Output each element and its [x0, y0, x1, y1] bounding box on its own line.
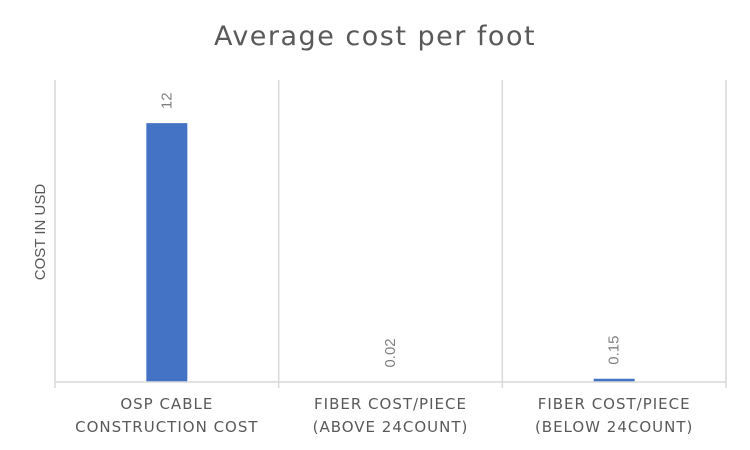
category-label-2-line-1: (BELOW 24COUNT)	[535, 418, 693, 436]
value-labels: 12 0.02 0.15	[158, 92, 622, 367]
value-label-0: 12	[158, 92, 175, 109]
category-separators	[54, 80, 727, 388]
category-label-0-line-1: CONSTRUCTION COST	[75, 418, 258, 436]
bar-2	[593, 378, 635, 382]
chart-title: Average cost per foot	[214, 21, 536, 52]
y-axis-label: COST IN USD	[32, 184, 49, 281]
category-label-2-line-0: FIBER COST/PIECE	[538, 395, 691, 413]
value-label-1: 0.02	[382, 338, 399, 367]
category-label-0-line-0: OSP CABLE	[120, 395, 213, 413]
value-label-2: 0.15	[606, 336, 623, 365]
category-labels: OSP CABLE CONSTRUCTION COST FIBER COST/PIE…	[75, 395, 693, 436]
category-label-1-line-0: FIBER COST/PIECE	[314, 395, 467, 413]
bars	[146, 123, 635, 383]
bar-0	[146, 123, 188, 383]
category-label-1-line-1: (ABOVE 24COUNT)	[313, 418, 469, 436]
